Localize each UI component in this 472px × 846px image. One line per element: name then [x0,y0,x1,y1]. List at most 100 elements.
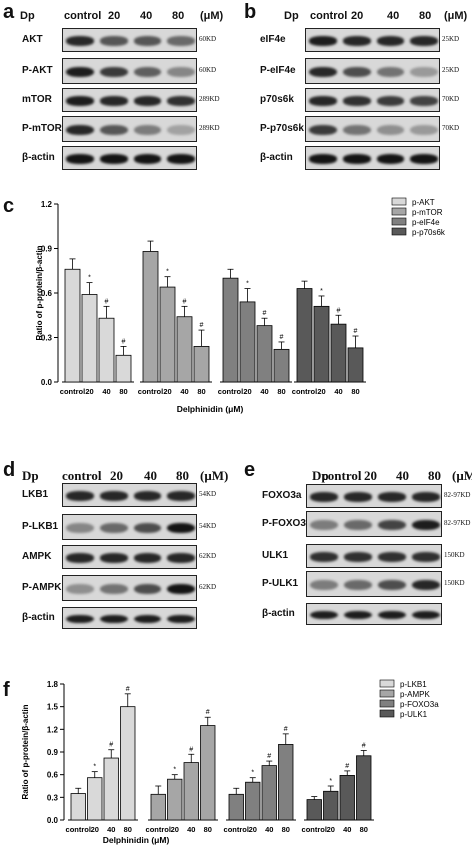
blot-band [376,96,405,106]
molecular-weight-label: 62KD [199,552,217,560]
x-tick-label: control [66,825,91,834]
blot-label-a-1: P-AKT [22,65,53,76]
y-tick-label: 1.2 [47,725,59,734]
y-axis-label: Ratio of p-protein/β-actin [35,245,44,340]
bar [193,345,210,383]
blot-band [133,553,162,563]
blot-band [99,491,128,501]
blot-band [66,614,94,624]
blot-label-a-3: P-mTOR [22,123,62,134]
blot-band [99,553,128,563]
y-tick-label: 0.3 [41,334,53,343]
blot-band [167,36,195,46]
blot-strip-e-2 [306,544,442,568]
blot-band [99,124,128,136]
x-axis-label: Delphinidin (μM) [177,404,244,414]
blot-label-d-2: AMPK [22,551,52,562]
blot-band [344,492,372,502]
blot-band [310,519,338,531]
significance-mark: # [354,328,358,335]
bar [278,744,294,821]
blot-band [342,154,371,164]
y-axis-label: Ratio of p-protein/β-actin [21,704,30,799]
lane-header-a-5: (μM) [200,10,224,22]
blot-label-d-3: P-AMPK [22,582,62,593]
x-tick-label: 80 [351,387,359,396]
blot-band [99,614,128,624]
blot-band [342,66,371,78]
blot-band [133,154,162,164]
significance-mark: # [345,763,349,770]
molecular-weight-label: 60KD [199,35,217,43]
blot-band [376,154,405,164]
legend-swatch [391,227,407,236]
bar [228,793,244,821]
lane-header-d-1: control [62,468,102,483]
blot-label-e-3: P-ULK1 [262,578,299,589]
significance-mark: # [109,742,113,749]
significance-mark: # [337,307,341,314]
bar [150,793,166,821]
x-tick-label: control [224,825,249,834]
significance-mark: # [267,753,271,760]
bar [120,706,136,821]
blot-strip-a-3 [62,116,197,142]
blot-strip-e-0 [306,484,442,508]
blot-band [133,491,162,501]
legend-label: p-LKB1 [400,680,427,689]
molecular-weight-label: 62KD [199,583,217,591]
blot-band [342,36,371,46]
lane-header-a-4: 80 [172,10,185,22]
panel-letter-d: d [3,459,16,481]
x-tick-label: 80 [277,387,285,396]
x-tick-label: 40 [107,825,115,834]
blot-band [342,124,371,136]
significance-mark: # [284,726,288,733]
panel-letter-c: c [3,195,15,217]
blot-band [167,96,195,106]
significance-mark: # [280,334,284,341]
lane-header-a-2: 20 [108,10,121,22]
molecular-weight-label: 150KD [444,551,465,559]
blot-band [378,552,406,562]
blot-strip-d-4 [62,607,197,629]
blot-band [66,522,94,534]
significance-mark: # [183,298,187,305]
x-tick-label: 40 [343,825,351,834]
molecular-weight-label: 54KD [199,490,217,498]
bar [239,301,256,383]
blot-band [344,579,372,591]
blot-label-e-4: β-actin [262,608,295,619]
x-tick-label: control [60,387,85,396]
bar [261,765,277,821]
lane-header-b-1: control [310,10,348,22]
blot-band [310,610,338,620]
blot-band [167,124,195,136]
x-tick-label: 20 [317,387,325,396]
blot-label-e-1: P-FOXO3a [262,518,312,529]
significance-mark: # [362,742,366,749]
significance-mark: * [246,281,249,288]
x-tick-label: control [146,825,171,834]
significance-mark: * [166,269,169,276]
bar [70,793,86,821]
blot-strip-b-3 [305,116,440,142]
molecular-weight-label: 70KD [442,95,460,103]
blot-strip-a-2 [62,88,197,112]
significance-mark: * [93,764,96,771]
lane-header-e-5: (μM) [452,468,472,483]
bar [245,781,261,821]
bar [273,348,290,383]
molecular-weight-label: 289KD [199,95,220,103]
lane-header-b-2: 20 [351,10,364,22]
bar [339,775,355,821]
x-tick-label: 80 [197,387,205,396]
blot-band [310,552,338,562]
molecular-weight-label: 82-97KD [444,519,471,527]
blot-band [344,610,372,620]
blot-band [167,553,195,563]
blot-band [66,491,94,501]
blot-band [167,491,195,501]
significance-mark: # [105,298,109,305]
legend-label: p-AKT [412,198,435,207]
